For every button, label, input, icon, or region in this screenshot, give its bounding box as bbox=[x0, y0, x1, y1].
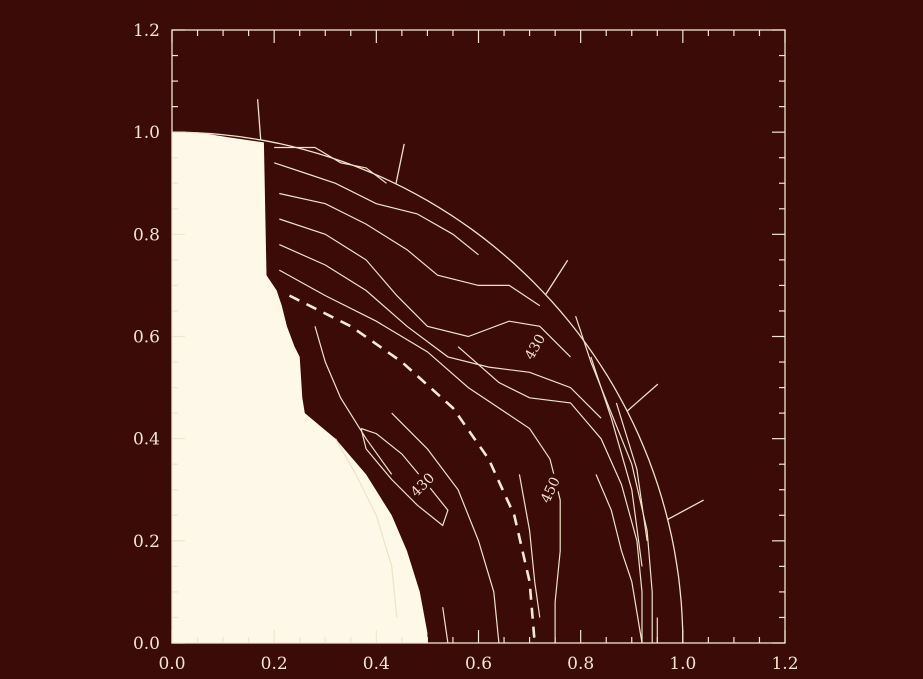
y-tick-label-1.2: 1.2 bbox=[133, 21, 160, 41]
y-tick-label-0.4: 0.4 bbox=[133, 430, 160, 450]
dashed-curve bbox=[288, 294, 536, 644]
contour-line-13 bbox=[314, 326, 393, 475]
contour-line-3 bbox=[279, 192, 541, 307]
x-tick-label-0.0: 0.0 bbox=[158, 654, 185, 674]
contour-label-bg-3 bbox=[534, 471, 565, 508]
contour-line-14 bbox=[334, 438, 398, 618]
y-tick-label-0.8: 0.8 bbox=[133, 225, 160, 245]
boundary-marker-5 bbox=[667, 499, 704, 520]
boundary-marker-3 bbox=[545, 259, 569, 295]
contour-line-6 bbox=[279, 269, 561, 643]
contour-line-11 bbox=[595, 474, 643, 644]
y-tick-label-0.6: 0.6 bbox=[133, 328, 160, 348]
x-tick-label-1.2: 1.2 bbox=[771, 654, 798, 674]
x-tick-label-0.4: 0.4 bbox=[363, 654, 390, 674]
y-tick-label-0.2: 0.2 bbox=[133, 532, 160, 552]
contour-line-18 bbox=[518, 474, 541, 618]
contour-line-7 bbox=[457, 346, 643, 643]
x-tick-label-0.8: 0.8 bbox=[567, 654, 594, 674]
solid-region bbox=[172, 132, 428, 643]
contour-line-15 bbox=[391, 412, 500, 644]
contour-line-9 bbox=[590, 356, 643, 567]
contour-label-bg-2 bbox=[403, 466, 440, 502]
contour-line-10 bbox=[615, 402, 648, 541]
contour-line-2 bbox=[274, 162, 479, 256]
contour-label-bg-1 bbox=[518, 327, 550, 365]
y-tick-label-1.0: 1.0 bbox=[133, 123, 160, 143]
contour-line-4 bbox=[279, 218, 571, 358]
contour-line-8 bbox=[575, 315, 653, 643]
y-tick-label-0.0: 0.0 bbox=[133, 634, 160, 654]
x-tick-label-0.2: 0.2 bbox=[261, 654, 288, 674]
x-tick-label-0.6: 0.6 bbox=[465, 654, 492, 674]
boundary-marker-2 bbox=[395, 143, 405, 184]
contour-line-12 bbox=[360, 427, 449, 527]
boundary-marker-1 bbox=[256, 99, 262, 140]
axes-group: 0.0 0.2 0.4 0.6 0.8 1.0 1.2 0.0 0.2 0.4 0.6 0.8 1.0 1… bbox=[133, 21, 799, 674]
contour-line-16 bbox=[442, 607, 449, 644]
contour-line-5 bbox=[279, 244, 602, 419]
outer-boundary-arc bbox=[171, 131, 684, 644]
x-tick-label-1.0: 1.0 bbox=[669, 654, 696, 674]
solid-region-group bbox=[172, 132, 428, 643]
boundary-marker-4 bbox=[626, 383, 659, 412]
